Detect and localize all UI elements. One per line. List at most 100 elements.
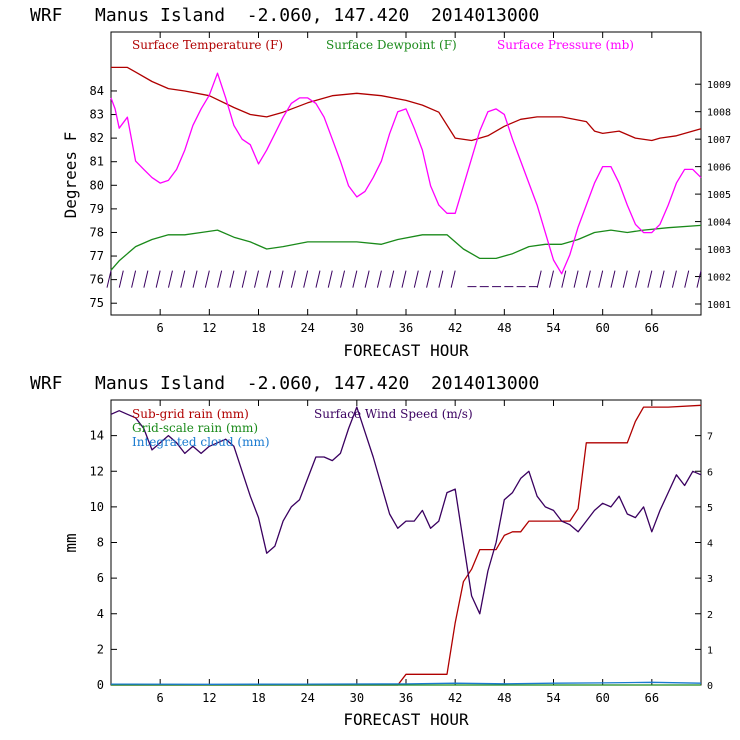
y-axis-right: 1001 1002 1003 1004 1005 1006 1007 1008 1009 (695, 80, 731, 311)
y2-tick-label: 5 (707, 503, 713, 514)
x-tick-label: 54 (546, 691, 560, 705)
y-tick-label: 83 (90, 108, 104, 122)
x-tick-label: 36 (399, 691, 413, 705)
wind-barb (217, 270, 223, 288)
wind-barb (340, 270, 346, 288)
wind-barb (549, 270, 554, 288)
wind-barb (155, 270, 161, 288)
y2-tick-label: 1006 (707, 163, 731, 174)
wind-barb (167, 270, 173, 288)
panel-title-2: WRF Manus Island -2.060, 147.420 2014013… (30, 373, 539, 394)
y-tick-label: 2 (97, 642, 104, 656)
wind-barb (561, 270, 567, 288)
legend-surface-pressure: Surface Pressure (mb) (497, 38, 634, 52)
y2-tick-label: 1001 (707, 300, 731, 311)
y-tick-label: 82 (90, 131, 104, 145)
y-axis-label: Degrees F (61, 132, 80, 219)
series-line-surface-temperature (111, 66, 702, 142)
wind-barb (536, 270, 542, 288)
wind-barb (426, 270, 432, 288)
wind-barb (241, 270, 247, 288)
y-axis-left-2: 0 2 4 6 8 10 12 14 (90, 429, 117, 692)
x-tick-label: 42 (448, 321, 462, 335)
y2-tick-label: 4 (707, 539, 713, 550)
panel-title: WRF Manus Island -2.060, 147.420 2014013… (30, 5, 539, 26)
x-axis: 6 12 18 24 30 36 42 48 54 60 66 (157, 32, 659, 335)
y-axis-right-2: 0 1 2 3 4 5 6 7 (695, 432, 713, 692)
wind-barb (450, 270, 456, 288)
wind-barb (573, 270, 579, 288)
wind-barb (413, 270, 419, 288)
x-tick-label: 54 (546, 321, 560, 335)
x-tick-label: 12 (202, 321, 216, 335)
wind-barb (364, 270, 370, 288)
y2-tick-label: 1005 (707, 190, 731, 201)
legend-surface-dewpoint: Surface Dewpoint (F) (326, 38, 457, 52)
wind-barb (204, 270, 210, 288)
wind-barb (647, 270, 653, 288)
y-tick-label: 78 (90, 225, 104, 239)
x-tick-label: 24 (300, 321, 314, 335)
legend-integrated-cloud: Integrated cloud (mm) (132, 435, 270, 449)
x-tick-label: 60 (595, 321, 609, 335)
legend-sub-grid-rain: Sub-grid rain (mm) (132, 407, 249, 421)
legend-surface-wind-speed: Surface Wind Speed (m/s) (314, 407, 473, 421)
x-axis-2: 6 12 18 24 30 36 42 48 54 60 66 (157, 400, 659, 705)
wind-barb (192, 270, 198, 288)
x-tick-label: 36 (399, 321, 413, 335)
series-line-sub-grid-rain (111, 404, 702, 686)
wind-barb (303, 270, 309, 288)
wind-barb (352, 270, 358, 288)
y-tick-label: 75 (90, 296, 104, 310)
meteogram-panel: WRF Manus Island -2.060, 147.420 2014013… (30, 5, 731, 360)
series-line-surface-pressure (110, 72, 702, 275)
x-tick-label: 60 (595, 691, 609, 705)
wind-barb (622, 270, 628, 288)
wind-barb (266, 270, 272, 288)
y2-tick-label: 3 (707, 574, 713, 585)
x-tick-label: 6 (157, 691, 164, 705)
y2-tick-label: 7 (707, 432, 713, 443)
wind-barb (585, 270, 591, 288)
y-tick-label: 76 (90, 273, 104, 287)
series-group (110, 66, 702, 275)
wind-barb (696, 270, 702, 288)
y-tick-label: 80 (90, 178, 104, 192)
wind-barb (278, 270, 284, 288)
wind-barb (389, 270, 395, 288)
y-tick-label: 14 (90, 429, 104, 443)
wind-barb (180, 270, 186, 288)
y2-tick-label: 1009 (707, 80, 731, 91)
wind-barb (671, 270, 677, 288)
wind-barb (327, 270, 333, 288)
wind-barb (131, 270, 137, 288)
y-tick-label: 81 (90, 155, 104, 169)
y-tick-label: 0 (97, 678, 104, 692)
x-tick-label: 18 (251, 321, 265, 335)
x-tick-label: 42 (448, 691, 462, 705)
wind-barb (315, 270, 321, 288)
x-tick-label: 30 (350, 321, 364, 335)
y-tick-label: 12 (90, 464, 104, 478)
series-line-integrated-cloud (110, 681, 702, 685)
y2-tick-label: 1007 (707, 135, 731, 146)
y-tick-label: 77 (90, 249, 104, 263)
y2-tick-label: 1008 (707, 108, 731, 119)
y-tick-label: 79 (90, 202, 104, 216)
x-tick-label: 48 (497, 691, 511, 705)
y-tick-label: 6 (97, 571, 104, 585)
wind-barb (106, 270, 112, 288)
x-tick-label: 30 (350, 691, 364, 705)
wind-barb (635, 270, 641, 288)
x-axis-label: FORECAST HOUR (343, 341, 469, 360)
wind-barb (143, 270, 149, 288)
y-axis-left: 75 76 77 78 79 80 81 82 83 84 (90, 84, 117, 310)
y2-tick-label: 1 (707, 645, 713, 656)
x-tick-label: 66 (645, 691, 659, 705)
x-tick-label: 18 (251, 691, 265, 705)
y2-tick-label: 1004 (707, 218, 731, 229)
series-line-surface-wind-speed (110, 406, 702, 615)
wind-barbs-row (106, 270, 702, 288)
y-tick-label: 8 (97, 536, 104, 550)
